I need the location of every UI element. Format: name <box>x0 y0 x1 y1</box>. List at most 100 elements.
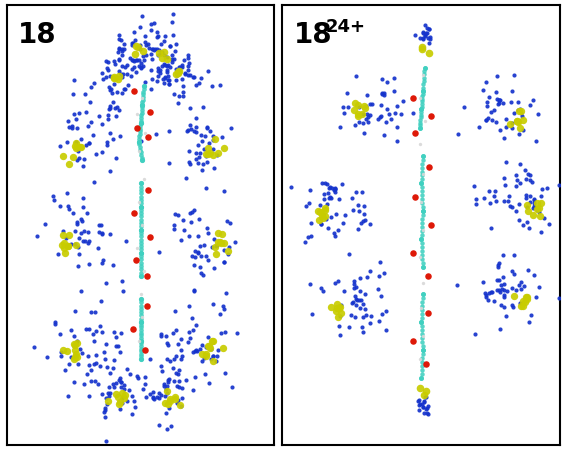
Point <box>73 156 82 163</box>
Point <box>343 103 352 110</box>
Point <box>417 401 426 408</box>
Point <box>74 243 83 251</box>
Point <box>345 324 354 331</box>
Point <box>318 180 327 187</box>
Point <box>136 319 145 326</box>
Point <box>488 288 497 296</box>
Point <box>104 112 113 119</box>
Point <box>136 302 145 309</box>
Point <box>417 231 426 239</box>
Point <box>383 79 392 86</box>
Point <box>136 243 145 250</box>
Point <box>62 347 71 355</box>
Point <box>168 11 177 18</box>
Point <box>136 249 145 256</box>
Point <box>84 237 94 244</box>
Point <box>187 252 196 259</box>
Point <box>101 279 111 286</box>
Point <box>517 108 526 115</box>
Point <box>65 231 74 238</box>
Point <box>415 254 424 261</box>
Point <box>418 295 427 302</box>
Point <box>136 203 145 210</box>
Point <box>105 87 115 94</box>
Point <box>204 150 213 158</box>
Point <box>170 356 179 363</box>
Point <box>136 259 145 266</box>
Point <box>333 226 342 234</box>
Point <box>539 215 548 222</box>
Point <box>499 293 508 301</box>
Point <box>164 159 174 166</box>
Point <box>71 346 80 354</box>
Point <box>138 157 147 164</box>
Point <box>417 366 426 373</box>
Point <box>137 112 146 119</box>
Point <box>338 220 347 227</box>
Point <box>177 76 187 83</box>
Point <box>209 265 218 272</box>
Point <box>109 328 119 336</box>
Point <box>417 235 426 243</box>
Point <box>133 57 142 64</box>
Point <box>492 89 501 96</box>
Point <box>353 110 362 117</box>
Point <box>188 387 197 394</box>
Point <box>358 110 367 117</box>
Point <box>332 300 341 307</box>
Point <box>368 100 377 108</box>
Point <box>84 122 93 130</box>
Point <box>286 183 295 190</box>
Point <box>422 30 431 37</box>
Point <box>73 339 82 346</box>
Point <box>418 404 428 411</box>
Point <box>420 398 429 405</box>
Point <box>171 395 180 402</box>
Point <box>205 127 214 135</box>
Point <box>70 342 79 349</box>
Point <box>105 389 115 396</box>
Point <box>418 346 428 353</box>
Point <box>134 63 143 70</box>
Point <box>60 239 69 247</box>
Point <box>460 104 469 111</box>
Text: 24+: 24+ <box>325 18 365 36</box>
Point <box>500 303 509 310</box>
Text: 18: 18 <box>294 21 332 49</box>
Point <box>359 130 369 137</box>
Point <box>218 230 227 237</box>
Point <box>136 183 145 190</box>
Point <box>116 36 125 44</box>
Point <box>219 239 228 246</box>
Point <box>416 119 425 126</box>
Point <box>108 364 117 371</box>
Point <box>57 242 66 249</box>
Point <box>177 63 187 71</box>
Point <box>502 158 511 165</box>
Point <box>327 184 336 191</box>
Point <box>498 274 507 281</box>
Point <box>71 143 80 150</box>
Point <box>323 200 332 207</box>
Point <box>101 413 110 420</box>
Point <box>136 295 145 302</box>
Point <box>60 367 69 374</box>
Point <box>155 67 164 74</box>
Point <box>223 217 232 225</box>
Point <box>415 356 424 363</box>
Point <box>492 95 501 103</box>
Point <box>471 330 480 338</box>
Point <box>70 240 79 248</box>
Point <box>136 334 145 342</box>
Point <box>180 226 189 234</box>
Point <box>329 230 338 237</box>
Point <box>542 185 551 192</box>
Point <box>174 92 183 99</box>
Point <box>198 342 207 349</box>
Point <box>318 214 327 221</box>
Point <box>202 123 211 130</box>
Point <box>382 118 391 125</box>
Point <box>417 305 426 312</box>
Point <box>186 105 195 112</box>
Point <box>171 71 180 78</box>
